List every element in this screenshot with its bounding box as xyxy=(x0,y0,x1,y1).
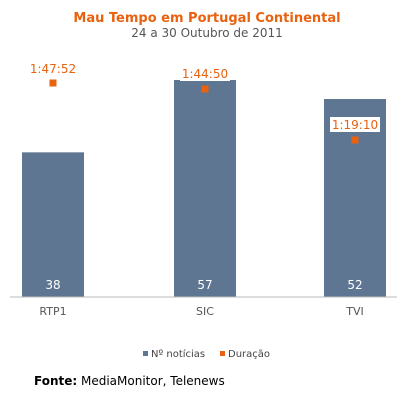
legend-label: Duração xyxy=(228,349,270,360)
legend-swatch xyxy=(143,351,148,356)
duration-marker xyxy=(201,85,209,93)
bar-sic xyxy=(174,80,236,297)
bars: 38 57 52 xyxy=(22,80,386,297)
bar-value-label: 52 xyxy=(347,278,362,292)
source-note: Fonte: MediaMonitor, Telenews xyxy=(34,374,225,388)
duration-label: 1:19:10 xyxy=(332,118,378,132)
bar-tvi xyxy=(324,99,386,297)
duration-markers: 1:47:52 1:44:50 1:19:10 xyxy=(30,62,380,144)
bar-rtp1 xyxy=(22,152,84,297)
chart-subtitle: 24 a 30 Outubro de 2011 xyxy=(131,26,283,40)
duration-label-bg xyxy=(180,66,230,81)
duration-label-bg xyxy=(330,117,380,132)
legend: Nº notícias Duração xyxy=(143,348,270,360)
duration-marker xyxy=(49,79,57,87)
legend-label: Nº notícias xyxy=(151,348,205,360)
chart-title: Mau Tempo em Portugal Continental xyxy=(73,11,340,26)
category-labels: RTP1 SIC TVI xyxy=(39,305,363,318)
duration-label: 1:47:52 xyxy=(30,62,76,76)
category-label-tvi: TVI xyxy=(345,305,364,318)
source-text: MediaMonitor, Telenews xyxy=(77,374,225,388)
category-label-rtp1: RTP1 xyxy=(39,305,66,318)
duration-label: 1:44:50 xyxy=(182,67,228,81)
duration-marker xyxy=(351,136,359,144)
source-label: Fonte: xyxy=(34,374,78,388)
legend-swatch xyxy=(220,351,225,356)
bar-value-label: 38 xyxy=(45,278,60,292)
category-label-sic: SIC xyxy=(196,305,214,318)
bar-value-label: 57 xyxy=(197,278,212,292)
